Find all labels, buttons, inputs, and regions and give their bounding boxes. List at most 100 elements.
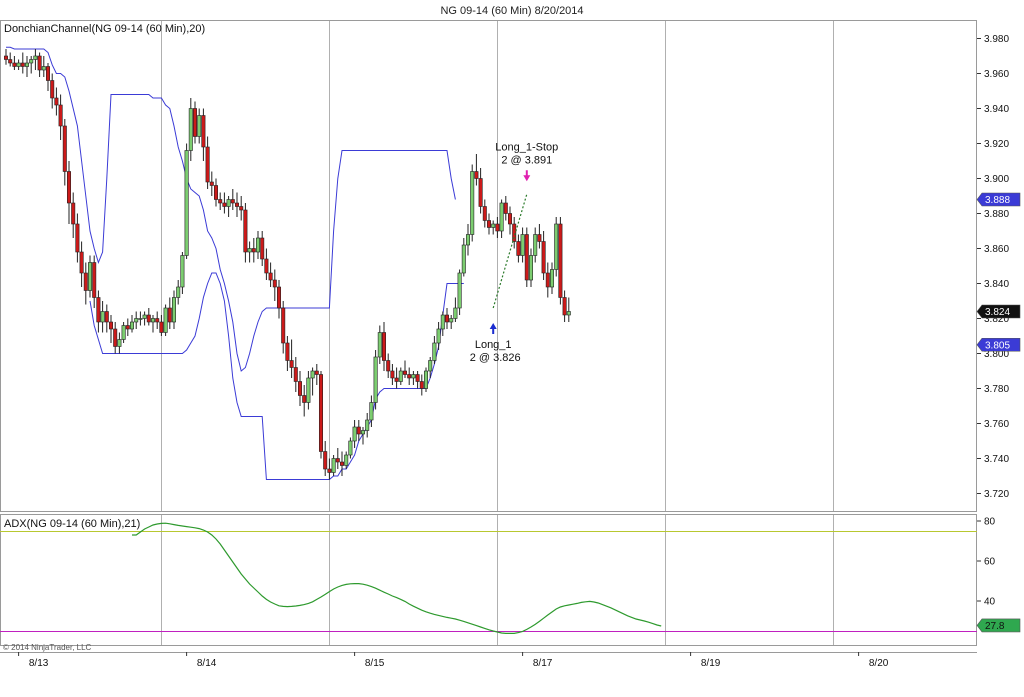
candle: [58, 94, 63, 140]
candle-body: [226, 199, 231, 207]
session-divider-lines: [161, 21, 834, 645]
candle: [230, 189, 235, 210]
candle-body: [130, 321, 135, 330]
candle: [289, 339, 294, 378]
candle: [184, 143, 189, 259]
candle-body: [33, 55, 38, 60]
adx-level-lines: [0, 531, 977, 632]
copyright-text: © 2014 NinjaTrader, LLC: [3, 643, 92, 652]
candle: [293, 357, 298, 392]
candle: [491, 220, 496, 235]
candle-body: [88, 262, 93, 291]
candle-body: [79, 251, 84, 274]
y-tick-label: 3.720: [984, 489, 1009, 500]
candle-body: [109, 321, 114, 330]
candle-body: [344, 454, 349, 466]
x-axis-labels: 8/13 8/14 8/15 8/17 8/19 8/20: [18, 652, 889, 669]
candle-body: [134, 318, 139, 323]
candle-body: [360, 430, 365, 435]
candle: [146, 308, 151, 326]
candle-body: [163, 307, 168, 333]
candle-body: [310, 370, 315, 379]
candle: [356, 420, 361, 441]
candle-body: [255, 237, 260, 253]
adx-line: [132, 522, 662, 634]
candle: [545, 262, 550, 298]
candle: [465, 224, 470, 256]
candle-body: [373, 356, 378, 403]
y-tick-label: 3.980: [984, 34, 1009, 45]
candle-body: [562, 297, 567, 316]
candle: [113, 322, 118, 354]
candle: [415, 371, 420, 389]
candle-body: [176, 286, 181, 298]
candle-body: [524, 234, 529, 281]
candle-body: [474, 171, 479, 179]
candle-body: [423, 370, 428, 389]
candle-body: [419, 381, 424, 389]
candle: [79, 241, 84, 287]
candle: [470, 164, 475, 242]
candle-body: [352, 426, 357, 442]
candle: [457, 269, 462, 315]
candle-body: [83, 272, 88, 291]
y-tick-label: 3.900: [984, 174, 1009, 185]
adx-tick-label: 60: [984, 557, 996, 568]
candle-body: [201, 115, 206, 148]
candle-body: [104, 311, 109, 323]
axis-value-badges: 3.888 3.824 3.805 27.8: [976, 192, 1021, 633]
candle-body: [276, 286, 281, 309]
candle: [411, 371, 416, 385]
candle: [318, 371, 323, 459]
candle: [339, 451, 344, 476]
candle: [381, 322, 386, 371]
candle-body: [100, 311, 105, 323]
candle-body: [339, 461, 344, 466]
candle: [239, 196, 244, 221]
candle: [235, 192, 240, 217]
candle-body: [398, 370, 403, 382]
candle-body: [365, 419, 370, 431]
x-tick-label: 8/14: [197, 658, 217, 669]
x-tick-label: 8/19: [701, 658, 721, 669]
candle: [310, 367, 315, 396]
candle: [566, 297, 571, 322]
candle: [142, 311, 147, 326]
candle: [272, 269, 277, 301]
candle-body: [390, 370, 395, 379]
candle: [402, 360, 407, 378]
candle-body: [453, 307, 458, 319]
exit-label: Long_1-Stop: [495, 141, 558, 153]
candle: [193, 101, 198, 144]
candle: [327, 458, 332, 480]
candle-body: [16, 62, 21, 67]
candle: [247, 241, 252, 263]
candle: [419, 374, 424, 396]
candle-body: [436, 328, 441, 344]
y-tick-label: 3.780: [984, 384, 1009, 395]
candle-body: [50, 80, 55, 99]
candle-body: [394, 377, 399, 382]
candle: [348, 437, 353, 459]
price-panel-frame: [0, 20, 977, 512]
candle-body: [285, 342, 290, 361]
candle-body: [272, 279, 277, 288]
candle-body: [12, 62, 17, 67]
candle-body: [558, 223, 563, 298]
candle-body: [214, 185, 219, 200]
svg-text:3.824: 3.824: [985, 307, 1010, 318]
lower-band-badge: 3.805: [976, 337, 1021, 352]
candle: [428, 357, 433, 378]
candle-body: [302, 395, 307, 403]
candle: [276, 280, 281, 319]
price-candles: [4, 49, 571, 480]
candle-body: [465, 234, 470, 246]
candle-body: [528, 255, 533, 281]
candle-body: [62, 125, 67, 172]
y-tick-label: 3.800: [984, 349, 1009, 360]
candle: [155, 311, 160, 329]
candle: [524, 227, 529, 287]
candle-body: [4, 55, 9, 60]
